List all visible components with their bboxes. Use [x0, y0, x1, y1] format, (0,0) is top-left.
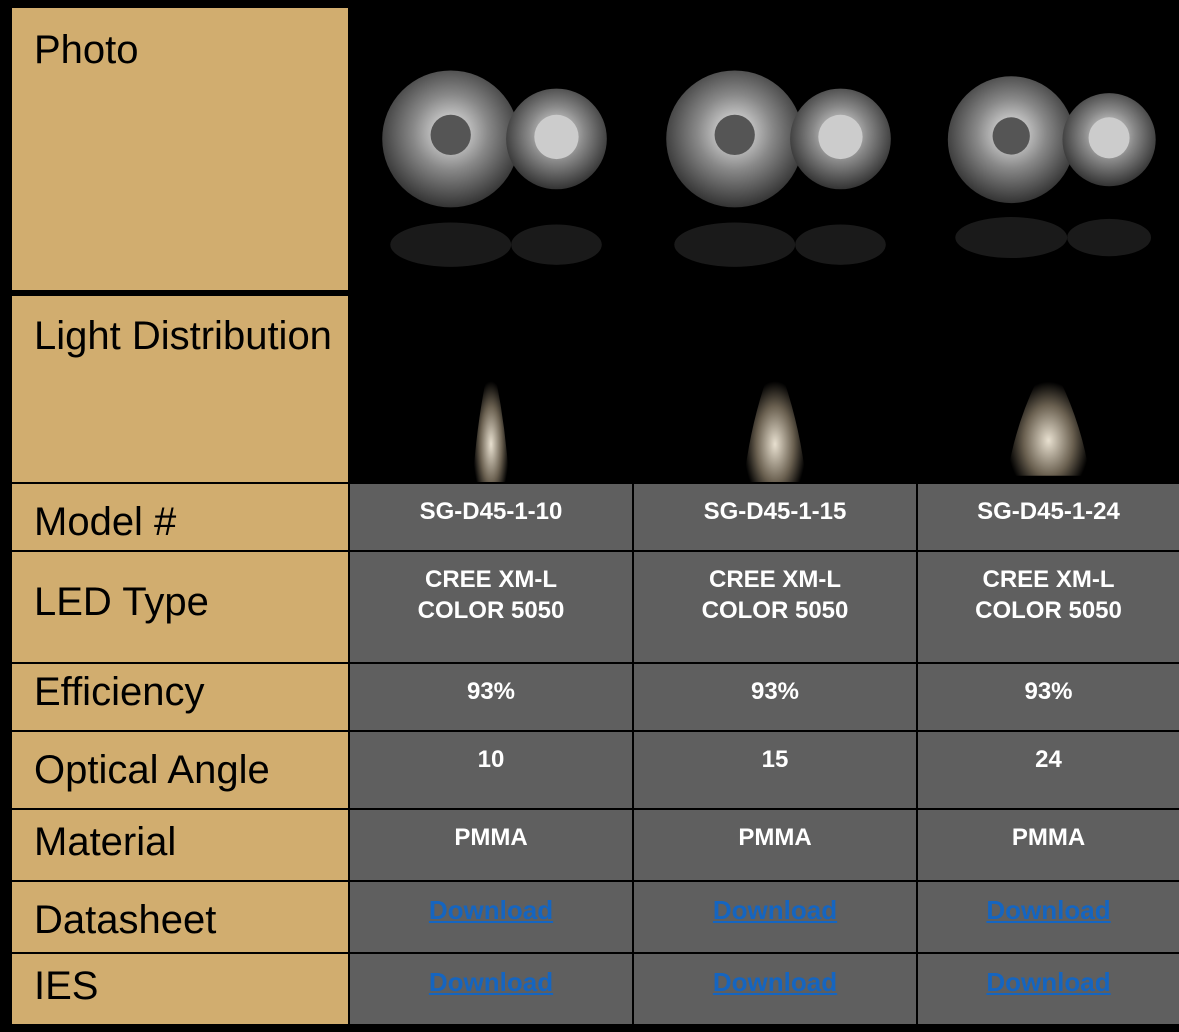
value-cell: PMMA [918, 810, 1179, 880]
lens-photo [666, 70, 891, 267]
download-link[interactable]: Download [986, 895, 1111, 925]
value-cell: SG-D45-1-10 [350, 484, 632, 550]
row-label: LED Type [12, 552, 348, 662]
image-cell [350, 8, 632, 290]
image-cell [918, 296, 1179, 482]
value-cell: CREE XM-L COLOR 5050 [634, 552, 916, 662]
value-cell: 93% [918, 664, 1179, 730]
value-cell: Download [634, 882, 916, 952]
value-cell: 15 [634, 732, 916, 808]
value-cell: CREE XM-L COLOR 5050 [350, 552, 632, 662]
download-link[interactable]: Download [428, 967, 554, 997]
beam-image [1007, 358, 1090, 476]
image-cell [634, 8, 916, 290]
lens-photo [382, 70, 607, 267]
download-link[interactable]: Download [712, 967, 838, 997]
value-cell: CREE XM-L COLOR 5050 [918, 552, 1179, 662]
lens-photo [947, 76, 1156, 259]
download-link[interactable]: Download [428, 895, 554, 925]
row-label: Datasheet [12, 882, 348, 952]
value-cell: Download [350, 882, 632, 952]
value-cell: 93% [634, 664, 916, 730]
value-cell: Download [918, 954, 1179, 1024]
value-cell: Download [350, 954, 632, 1024]
row-label: Material [12, 810, 348, 880]
value-cell: PMMA [350, 810, 632, 880]
download-link[interactable]: Download [986, 967, 1111, 997]
row-label: Model # [12, 484, 348, 550]
image-cell [918, 8, 1179, 290]
value-cell: PMMA [634, 810, 916, 880]
row-label: IES [12, 954, 348, 1024]
image-cell [634, 296, 916, 482]
row-label: Optical Angle [12, 732, 348, 808]
value-cell: SG-D45-1-15 [634, 484, 916, 550]
row-label: Light Distribution [12, 296, 348, 482]
row-label: Efficiency [12, 664, 348, 730]
value-cell: 93% [350, 664, 632, 730]
image-cell [350, 296, 632, 482]
value-cell: Download [634, 954, 916, 1024]
beam-image [743, 356, 807, 482]
row-label: Photo [12, 8, 348, 290]
beam-image [472, 356, 510, 482]
value-cell: 10 [350, 732, 632, 808]
value-cell: SG-D45-1-24 [918, 484, 1179, 550]
value-cell: 24 [918, 732, 1179, 808]
download-link[interactable]: Download [712, 895, 838, 925]
value-cell: Download [918, 882, 1179, 952]
